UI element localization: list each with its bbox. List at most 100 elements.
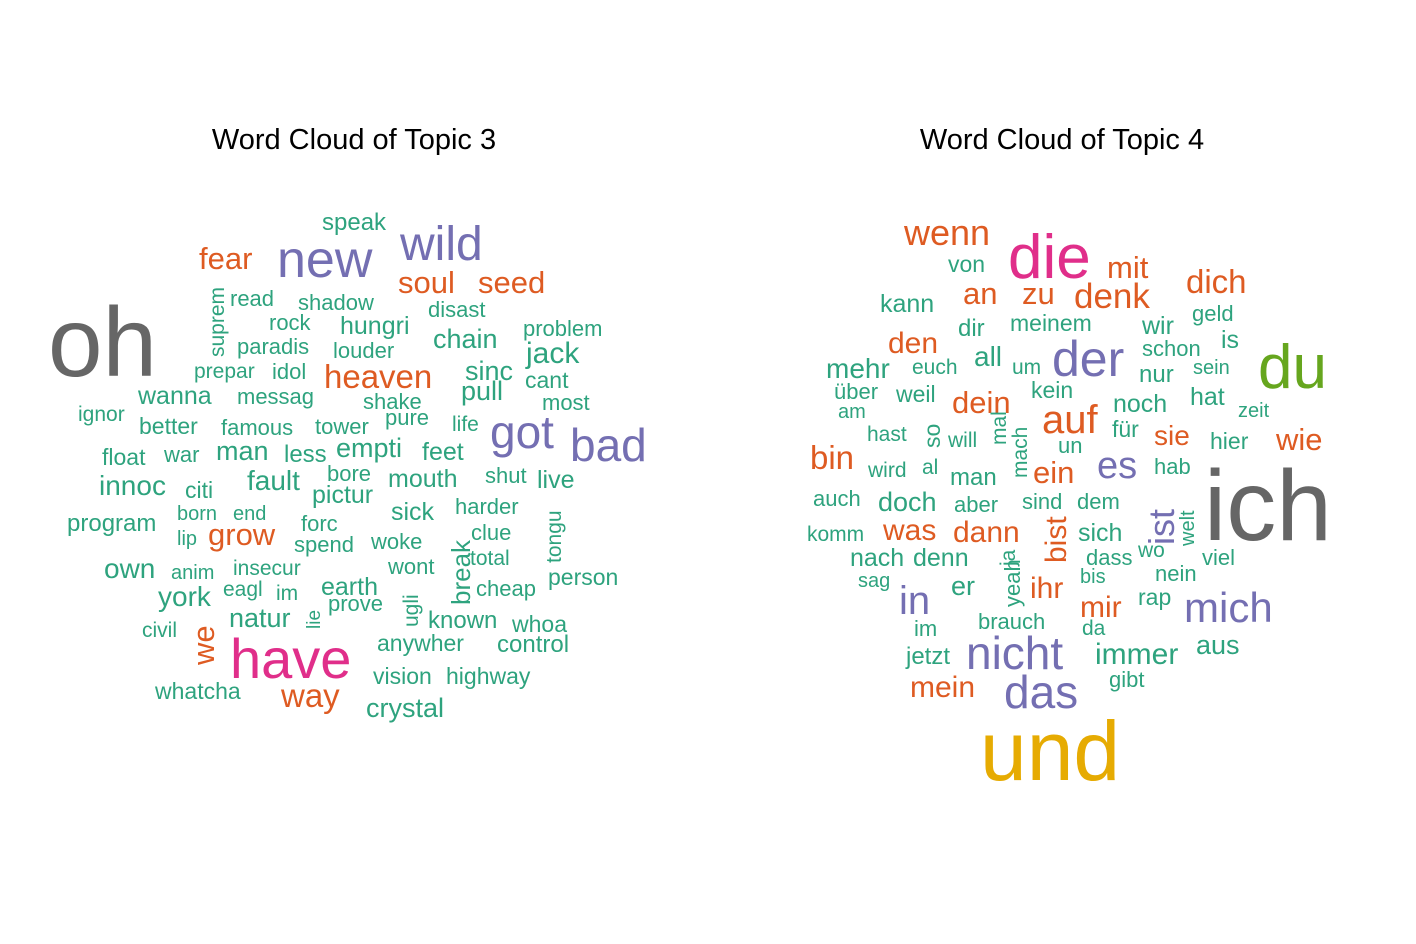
word-kann: kann [880,290,934,318]
word-we: we [186,625,221,666]
word-natur: natur [229,603,291,633]
word-bist: bist [1040,516,1073,563]
word-wir: wir [1141,312,1174,340]
word-oh: oh [48,287,157,397]
word-have: have [230,627,351,690]
word-von: von [948,251,985,277]
word-er: er [951,571,975,601]
word-earth: earth [321,573,378,601]
word-heaven: heaven [324,358,432,395]
word-dich: dich [1186,263,1247,300]
word-im: im [276,582,298,605]
word-sich: sich [1078,519,1122,547]
word-will: will [947,429,977,452]
word-nein: nein [1155,561,1197,586]
word-idol: idol [272,359,306,384]
word-nach: nach [850,544,904,572]
word-soul: soul [398,265,455,300]
word-war: war [163,442,199,467]
word-new: new [277,231,373,289]
word-mehr: mehr [826,353,890,384]
word-wie: wie [1275,422,1323,457]
word-komm: komm [807,523,864,546]
word-ihr: ihr [1030,572,1063,605]
word-messag: messag [237,384,314,409]
word-sinc: sinc [465,356,513,386]
word-mich: mich [1184,584,1273,631]
word-ignor: ignor [78,403,125,426]
word-float: float [102,444,146,470]
word-für: für [1112,416,1139,442]
word-ist: ist [1141,509,1182,545]
word-ich: ich [1204,450,1332,562]
word-fear: fear [199,241,252,276]
word-kein: kein [1031,377,1073,403]
word-ja: ja [997,549,1020,567]
word-highway: highway [446,663,531,689]
word-feet: feet [422,438,464,466]
word-prove: prove [328,591,383,616]
word-sein: sein [1193,357,1230,379]
word-dein: dein [952,385,1011,420]
word-control: control [497,631,569,658]
word-way: way [280,677,340,714]
word-forc: forc [301,511,338,536]
wordcloud-panel-topic-3: Word Cloud of Topic 3 oh have new wild bad go… [48,124,647,723]
word-sag: sag [858,570,890,592]
word-tongu: tongu [543,510,566,563]
word-pictur: pictur [312,481,373,509]
word-louder: louder [333,338,394,363]
word-shadow: shadow [298,290,374,315]
word-wo: wo [1137,539,1165,562]
word-chain: chain [433,324,498,354]
word-paradis: paradis [237,334,309,359]
word-gibt: gibt [1109,667,1144,692]
word-yeah: yeah [1000,559,1025,607]
word-mach: mach [1009,427,1032,478]
word-anim: anim [171,562,214,584]
word-die: die [1008,223,1091,292]
word-was: was [882,514,936,547]
word-so: so [919,424,945,448]
word-anywher: anywher [377,630,464,656]
word-mit: mit [1107,250,1149,285]
word-aber: aber [954,492,998,517]
word-und: und [980,704,1120,798]
word-nicht: nicht [966,627,1063,679]
word-live: live [537,466,575,494]
word-shake: shake [363,389,422,414]
word-sick: sick [391,498,435,526]
word-denn: denn [913,544,969,572]
chart-title: Word Cloud of Topic 3 [211,124,497,156]
wordcloud-panel-topic-4: Word Cloud of Topic 4 ich und die du der nich… [708,0,1416,944]
word-man: man [216,436,269,466]
word-hast: hast [867,423,907,446]
word-prepar: prepar [194,360,255,383]
word-dann: dann [953,516,1020,549]
word-dir: dir [958,315,985,342]
word-whoa: whoa [511,611,567,637]
word-lip: lip [177,528,197,550]
word-du: du [1258,333,1327,402]
word-bin: bin [810,439,854,476]
word-total: total [470,547,510,570]
word-welt: welt [1177,510,1199,547]
word-den: den [888,327,938,360]
word-in: in [899,579,930,623]
word-empti: empti [336,433,402,463]
word-hungri: hungri [340,312,410,340]
word-seed: seed [478,265,545,300]
word-sind: sind [1022,489,1062,514]
word-grow: grow [208,517,276,552]
word-program: program [67,510,156,537]
word-doch: doch [878,487,937,517]
word-mouth: mouth [388,465,457,493]
word-der: der [1052,331,1124,387]
word-insecur: insecur [233,557,301,580]
word-bad: bad [570,419,647,471]
word-an: an [963,276,997,311]
word-cant: cant [525,367,569,393]
word-ugli: ugli [400,594,423,627]
word-life: life [452,413,479,436]
